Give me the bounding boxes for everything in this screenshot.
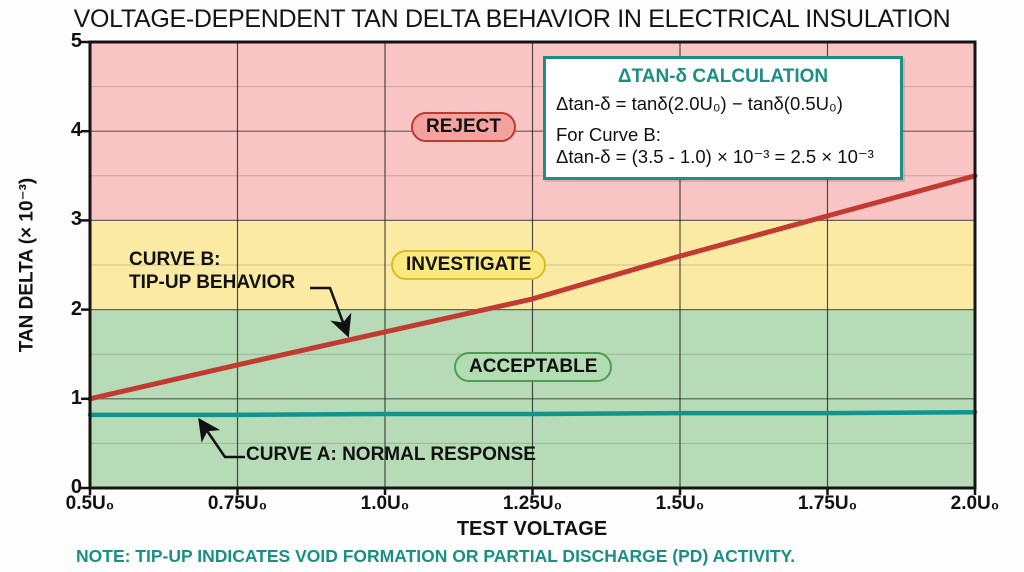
curve-a-annotation: CURVE A: NORMAL RESPONSE [246,444,536,465]
curve-b-arrow [310,286,352,338]
plot-frame [88,40,977,490]
calc-box-curve-b-result: Δtan-δ = (3.5 - 1.0) × 10⁻³ = 2.5 × 10⁻³ [556,146,874,167]
zone-label-reject-text: REJECT [426,116,501,137]
curve-b-annotation: CURVE B: TIP-UP BEHAVIOR [129,248,295,294]
y-tick-label-0: 0 [70,476,82,498]
note-text: NOTE: TIP-UP INDICATES VOID FORMATION OR… [76,546,796,566]
y-tick-label-5: 5 [70,30,82,52]
curve-b-annotation-line1: CURVE B: [129,249,221,270]
curve-a-arrow [198,417,245,459]
curve-a-line [87,409,978,418]
curve-b-line [87,173,978,402]
chart-title: VOLTAGE-DEPENDENT TAN DELTA BEHAVIOR IN … [73,5,951,33]
curve-b-annotation-line2: TIP-UP BEHAVIOR [129,272,296,293]
y-tick-label-4: 4 [70,119,82,142]
x-tick-label-1.5U₀: 1.5U₀ [655,493,705,514]
zone-label-acceptable: ACCEPTABLE [454,352,613,382]
zone-label-acceptable-text: ACCEPTABLE [469,356,598,377]
calc-box: ΔTAN-δ CALCULATION Δtan-δ = tanδ(2.0U₀) … [543,56,903,180]
zone-label-investigate-text: INVESTIGATE [406,254,532,275]
x-tick-label-1.0U₀: 1.0U₀ [360,493,410,514]
x-tick-label-0.5U₀: 0.5U₀ [65,493,115,514]
x-tick-label-1.25U₀: 1.25U₀ [502,493,563,514]
y-axis-title: TAN DELTA (× 10⁻³) [16,177,38,353]
calc-box-formula: Δtan-δ = tanδ(2.0U₀) − tanδ(0.5U₀) [556,93,843,114]
y-tick-label-1: 1 [70,386,82,409]
calc-box-title: ΔTAN-δ CALCULATION [617,66,829,87]
y-tick-label-3: 3 [70,208,82,231]
zone-label-reject: REJECT [411,112,516,142]
y-tick-label-2: 2 [70,297,82,320]
zone-label-investigate: INVESTIGATE [391,250,547,280]
x-axis-title: TEST VOLTAGE [456,518,608,540]
x-tick-label-2.0U₀: 2.0U₀ [950,493,1000,514]
calc-box-curve-b-intro: For Curve B: [556,124,661,145]
x-tick-label-1.75U₀: 1.75U₀ [797,493,858,514]
x-tick-label-0.75U₀: 0.75U₀ [207,493,268,514]
